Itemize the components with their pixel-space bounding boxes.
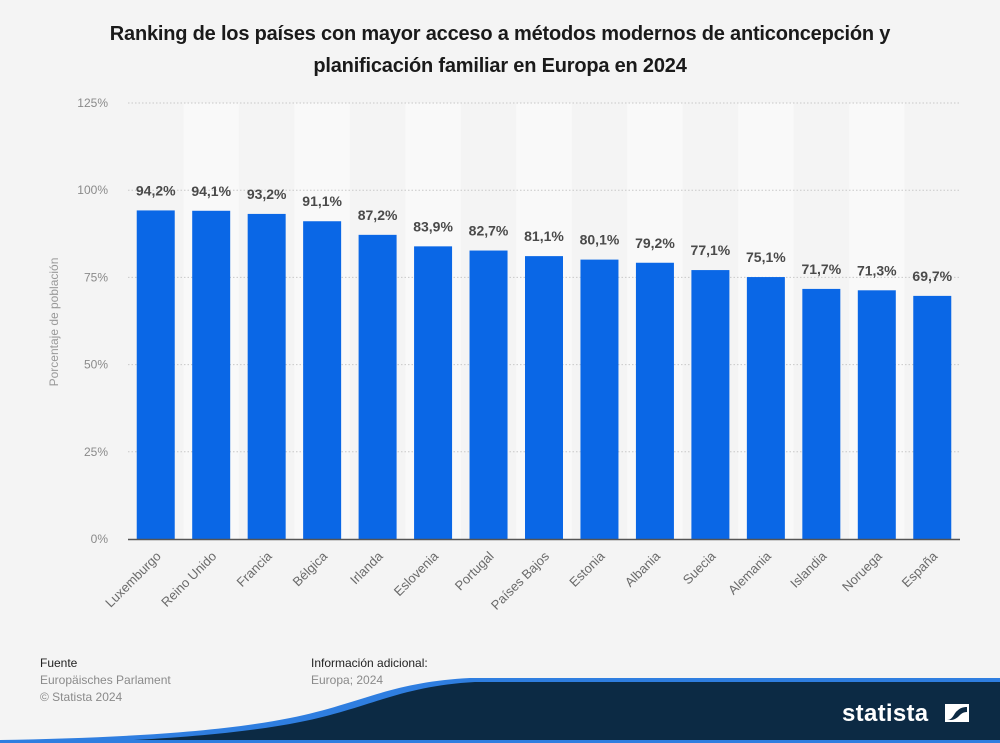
chart-title-line-2: planificación familiar en Europa en 2024 <box>313 55 687 77</box>
category-label: Francia <box>234 548 276 590</box>
info-text: Europa; 2024 <box>311 673 384 687</box>
bar[interactable] <box>525 256 563 539</box>
statista-logo-text[interactable]: statista <box>842 700 929 727</box>
y-axis-ticks: 0% 25% 50% 75% 100% 125% <box>77 96 108 546</box>
bottom-accent-line <box>0 740 1000 743</box>
category-label: Reino Unido <box>158 549 219 610</box>
category-label: Luxemburgo <box>102 549 164 611</box>
statista-logo-icon <box>945 704 969 722</box>
bar[interactable] <box>358 234 397 539</box>
source-name: Europäisches Parlament <box>40 673 171 687</box>
chart-title: Ranking de los países con mayor acceso a… <box>0 18 1000 82</box>
bar[interactable] <box>746 277 785 539</box>
data-label: 75,1% <box>746 249 786 265</box>
y-tick-label: 50% <box>84 358 108 372</box>
bar[interactable] <box>192 210 231 539</box>
bar[interactable] <box>857 290 896 539</box>
category-label: España <box>899 548 941 590</box>
data-labels: 94,2% 94,1% 93,2% 91,1% 87,2% 83,9% 82,7% 81,1%… <box>136 182 953 283</box>
category-label: Alemania <box>725 548 774 597</box>
data-label: 91,1% <box>302 193 342 209</box>
category-label: Suecia <box>680 548 719 587</box>
source-block: Fuente Europäisches Parlament © Statista… <box>40 655 171 706</box>
bar[interactable] <box>580 259 619 539</box>
bar[interactable] <box>802 288 841 539</box>
bar[interactable] <box>691 270 730 539</box>
bar[interactable] <box>913 295 952 539</box>
bar-chart: 0% 25% 50% 75% 100% 125% Porcentaje de poblac… <box>47 96 960 613</box>
category-label: Irlanda <box>347 548 386 587</box>
category-label: Islandia <box>787 548 830 591</box>
bar[interactable] <box>136 210 175 539</box>
data-label: 69,7% <box>912 268 952 284</box>
category-label: Bélgica <box>289 548 330 589</box>
category-label: Noruega <box>839 548 885 594</box>
source-heading: Fuente <box>40 656 78 670</box>
y-axis-label: Porcentaje de población <box>47 258 61 387</box>
brand-banner <box>0 678 1000 743</box>
y-tick-label: 0% <box>91 532 109 546</box>
bars <box>136 210 952 539</box>
data-label: 79,2% <box>635 235 675 251</box>
category-label: Eslovenia <box>391 548 442 599</box>
data-label: 81,1% <box>524 228 564 244</box>
category-label: Estonia <box>566 548 608 590</box>
bar[interactable] <box>247 213 286 539</box>
y-tick-label: 75% <box>84 270 108 284</box>
data-label: 83,9% <box>413 218 453 234</box>
data-label: 82,7% <box>469 223 509 239</box>
bar[interactable] <box>635 262 674 539</box>
data-label: 71,3% <box>857 262 897 278</box>
data-label: 80,1% <box>580 232 620 248</box>
bar[interactable] <box>414 246 453 539</box>
info-block: Información adicional: Europa; 2024 <box>311 655 428 689</box>
data-label: 94,2% <box>136 182 176 198</box>
brand-wave-dark <box>60 682 1000 743</box>
data-label: 77,1% <box>691 242 731 258</box>
y-tick-label: 100% <box>77 183 108 197</box>
bar[interactable] <box>303 221 342 539</box>
copyright: © Statista 2024 <box>40 690 123 704</box>
info-heading[interactable]: Información adicional: <box>311 656 428 670</box>
y-tick-label: 125% <box>77 96 108 110</box>
data-label: 94,1% <box>191 183 231 199</box>
data-label: 93,2% <box>247 186 287 202</box>
chart-title-line-1: Ranking de los países con mayor acceso a… <box>109 23 891 45</box>
category-label: Portugal <box>452 548 497 593</box>
data-label: 87,2% <box>358 207 398 223</box>
category-label: Países Bajos <box>488 548 553 613</box>
category-label: Albania <box>622 548 664 590</box>
y-tick-label: 25% <box>84 445 108 459</box>
bar[interactable] <box>469 250 508 539</box>
data-label: 71,7% <box>801 261 841 277</box>
